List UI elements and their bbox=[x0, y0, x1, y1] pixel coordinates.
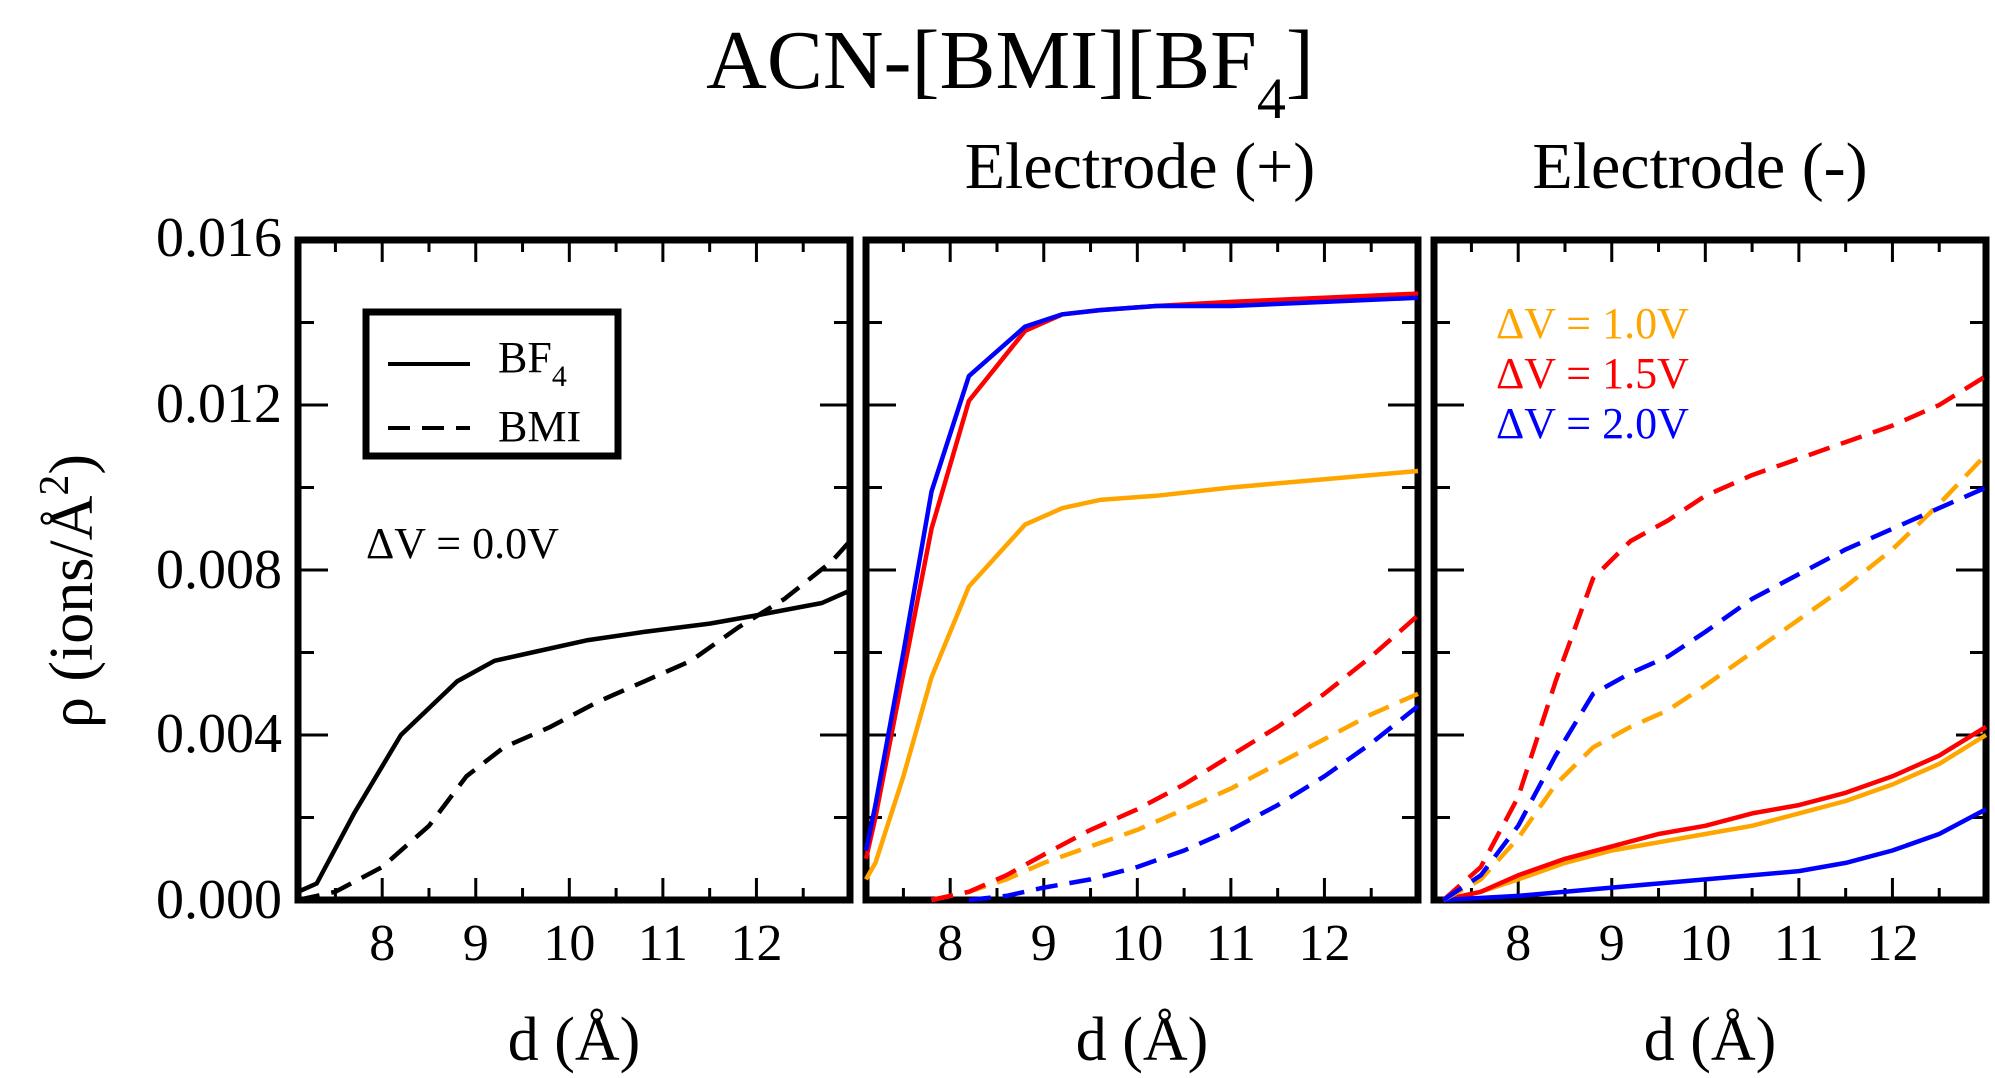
y-axis-label-superscript: 2 bbox=[32, 475, 78, 496]
plot-frame bbox=[862, 236, 1422, 904]
y-axis-label-close: ) bbox=[38, 454, 106, 475]
x-tick-label: 9 bbox=[1599, 915, 1625, 972]
ticks bbox=[1434, 238, 1986, 902]
color-legend-dv-2: ΔV = 2.0V bbox=[1496, 399, 1689, 448]
legend-label-bmi: BMI bbox=[498, 402, 581, 451]
y-tick-label: 0.008 bbox=[156, 539, 282, 601]
y-axis-label-main: ρ (ions/Å bbox=[38, 495, 106, 728]
series-line-bmi-v-2-0v bbox=[1442, 485, 1987, 902]
figure-title-close: ] bbox=[1286, 14, 1314, 107]
panel-right-title: Electrode (-) bbox=[1532, 130, 1867, 203]
x-tick-label: 9 bbox=[1031, 915, 1057, 972]
x-tick-label: 11 bbox=[1206, 915, 1256, 972]
annotation-dv-0: ΔV = 0.0V bbox=[366, 519, 559, 568]
series-line-bmi-v-1-5v bbox=[931, 613, 1420, 903]
panel-right: 8 9 10 11 12 d (Å) bbox=[1430, 236, 1990, 1074]
color-legend-dv-1-5: ΔV = 1.5V bbox=[1496, 349, 1689, 398]
y-tick-labels: 0.016 0.012 0.008 0.004 0.000 bbox=[156, 207, 282, 931]
series-group bbox=[863, 291, 1420, 903]
ticks bbox=[298, 238, 850, 902]
figure-title-subscript: 4 bbox=[1257, 66, 1286, 131]
x-tick-label: 12 bbox=[1298, 915, 1350, 972]
legend-label-bf4: BF4 bbox=[498, 333, 567, 393]
x-axis-label: d (Å) bbox=[1076, 1006, 1209, 1074]
series-group bbox=[297, 539, 852, 903]
series-line-bmi-v-1-0v bbox=[931, 691, 1419, 903]
y-tick-label: 0.016 bbox=[156, 207, 282, 269]
x-tick-labels: 8 9 10 11 12 bbox=[937, 915, 1350, 972]
series-line-bf4-v-2-0v bbox=[1443, 807, 1988, 903]
x-axis-label: d (Å) bbox=[1644, 1006, 1777, 1074]
series-line-bf4-v-1-0v bbox=[1442, 733, 1988, 903]
series-line-bf4-v-1-5v bbox=[863, 291, 1419, 860]
color-legend-dv-1: ΔV = 1.0V bbox=[1496, 299, 1689, 348]
series-line-bmi-v-1-0v bbox=[1442, 452, 1988, 902]
panel-left: 8 9 10 11 12 d (Å) bbox=[294, 236, 854, 1074]
panel-middle: 8 9 10 11 12 d (Å) bbox=[862, 236, 1422, 1074]
x-tick-label: 8 bbox=[1505, 915, 1531, 972]
legend-box bbox=[362, 308, 622, 460]
x-axis-label: d (Å) bbox=[508, 1006, 641, 1074]
x-tick-labels: 8 9 10 11 12 bbox=[1505, 915, 1918, 972]
legend-label-bf4-main: BF bbox=[498, 333, 552, 382]
x-tick-label: 10 bbox=[1679, 915, 1731, 972]
x-tick-label: 11 bbox=[638, 915, 688, 972]
y-tick-label: 0.012 bbox=[156, 373, 282, 435]
y-tick-label: 0.004 bbox=[156, 703, 282, 765]
series-line-bmi-v-0-0v bbox=[297, 539, 852, 903]
y-axis-label: ρ (ions/Å2) bbox=[32, 454, 106, 728]
series-line-bf4-v-1-5v bbox=[1442, 724, 1988, 903]
ticks bbox=[866, 238, 1418, 902]
y-tick-label: 0.000 bbox=[156, 869, 282, 931]
series-line-bmi-v-1-5v bbox=[1441, 374, 1988, 902]
x-tick-label: 10 bbox=[543, 915, 595, 972]
x-tick-label: 12 bbox=[1866, 915, 1918, 972]
series-line-bf4-v-2-0v bbox=[863, 295, 1419, 851]
x-tick-label: 11 bbox=[1774, 915, 1824, 972]
x-tick-label: 8 bbox=[369, 915, 395, 972]
panel-middle-title: Electrode (+) bbox=[965, 130, 1316, 203]
series-group bbox=[1441, 374, 1988, 903]
x-tick-label: 10 bbox=[1111, 915, 1163, 972]
x-tick-label: 8 bbox=[937, 915, 963, 972]
legend-label-bf4-sub: 4 bbox=[552, 360, 567, 393]
figure-title-main: ACN-[BMI][BF bbox=[706, 14, 1257, 107]
legend: BF4 BMI bbox=[362, 308, 622, 460]
figure-title: ACN-[BMI][BF4] bbox=[706, 14, 1314, 131]
color-legend: ΔV = 1.0V ΔV = 1.5V ΔV = 2.0V bbox=[1496, 299, 1689, 448]
series-line-bf4-v-1-0v bbox=[864, 468, 1419, 881]
series-line-bmi-v-2-0v bbox=[968, 704, 1420, 903]
series-line-bf4-v-0-0v bbox=[297, 588, 851, 894]
x-tick-label: 12 bbox=[730, 915, 782, 972]
x-tick-label: 9 bbox=[463, 915, 489, 972]
x-tick-labels: 8 9 10 11 12 bbox=[369, 915, 782, 972]
